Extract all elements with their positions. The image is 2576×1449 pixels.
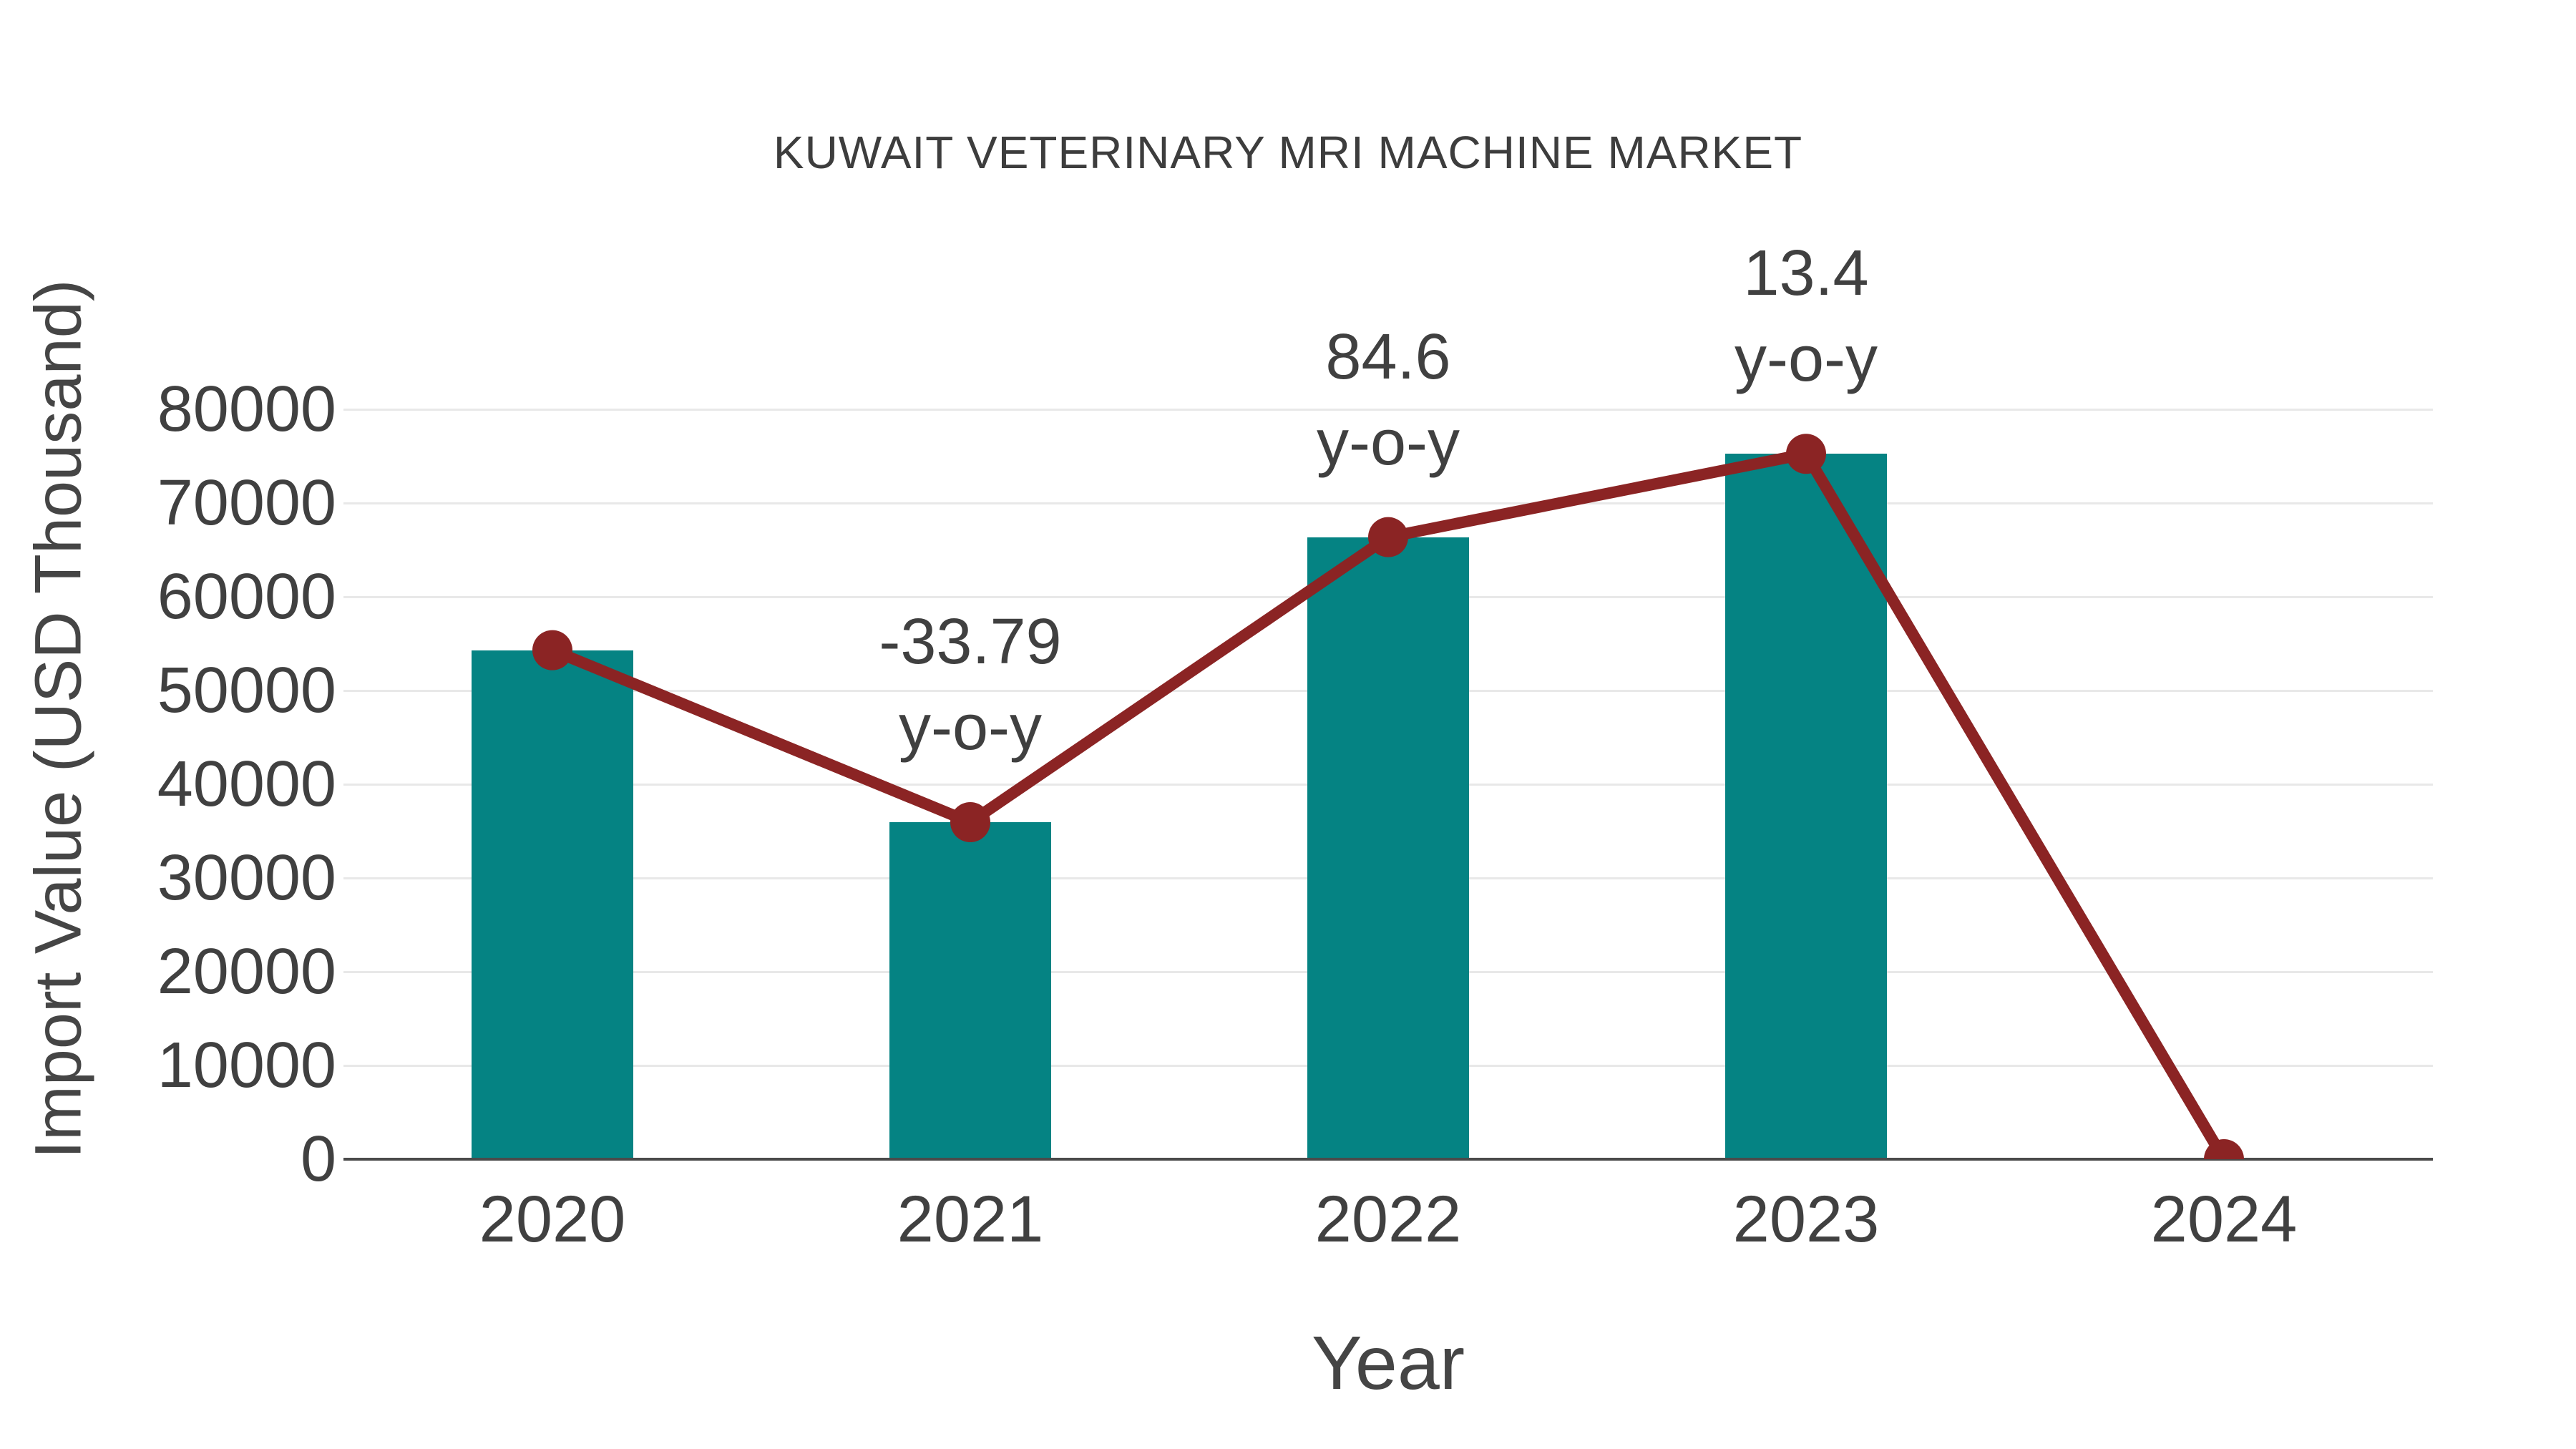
x-tick-label-2020: 2020 bbox=[479, 1183, 626, 1256]
y-tick-label: 10000 bbox=[157, 1030, 336, 1101]
bar-2022 bbox=[1307, 537, 1469, 1159]
marker-2022 bbox=[1368, 517, 1408, 557]
x-tick-label-2021: 2021 bbox=[897, 1183, 1044, 1256]
marker-2020 bbox=[532, 630, 572, 670]
y-tick-label: 70000 bbox=[157, 467, 336, 539]
y-tick-label: 60000 bbox=[157, 561, 336, 633]
y-tick-label: 50000 bbox=[157, 655, 336, 726]
y-tick-label: 40000 bbox=[157, 748, 336, 820]
yoy-annotation-2021: -33.79 y-o-y bbox=[879, 606, 1062, 764]
grid-line bbox=[343, 502, 2433, 504]
x-tick-label-2024: 2024 bbox=[2150, 1183, 2298, 1256]
marker-2023 bbox=[1786, 434, 1826, 474]
x-tick-label-2023: 2023 bbox=[1732, 1183, 1880, 1256]
yoy-annotation-2022: 84.6 y-o-y bbox=[1317, 321, 1460, 479]
bar-2023 bbox=[1725, 454, 1887, 1159]
trend-line-layer bbox=[532, 434, 2244, 1159]
bar-2021 bbox=[889, 822, 1051, 1159]
marker-2021 bbox=[950, 802, 990, 843]
chart-title: KUWAIT VETERINARY MRI MACHINE MARKET bbox=[773, 127, 1803, 178]
yoy-annotation-2023: 13.4 y-o-y bbox=[1735, 238, 1878, 396]
x-axis-title: Year bbox=[1311, 1321, 1465, 1405]
marker-2024 bbox=[2204, 1139, 2244, 1159]
y-tick-label: 30000 bbox=[157, 842, 336, 914]
x-axis-line bbox=[343, 1158, 2433, 1161]
trend-line bbox=[550, 447, 2229, 1159]
y-tick-label: 80000 bbox=[157, 374, 336, 445]
y-tick-label: 20000 bbox=[157, 936, 336, 1008]
x-tick-label-2022: 2022 bbox=[1314, 1183, 1462, 1256]
y-tick-label: 0 bbox=[300, 1123, 336, 1195]
bar-2020 bbox=[472, 650, 633, 1159]
grid-line bbox=[343, 408, 2433, 411]
